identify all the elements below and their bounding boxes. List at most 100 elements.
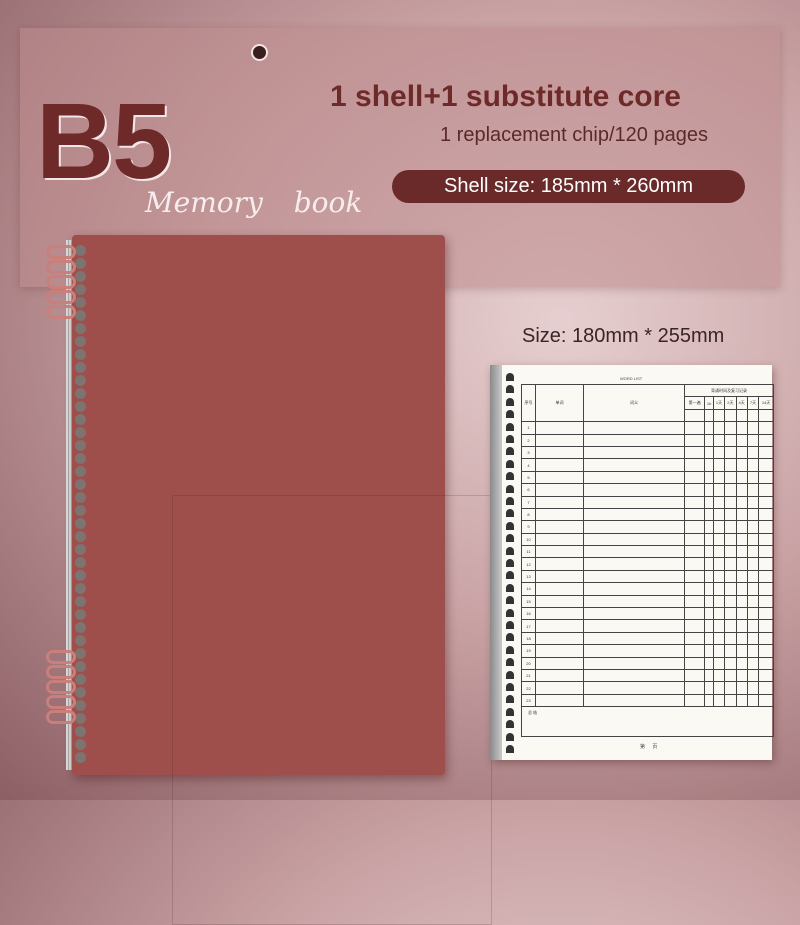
punch-hole — [506, 447, 514, 456]
cover-hole — [75, 687, 86, 698]
cell — [712, 681, 726, 695]
cover-hole — [75, 453, 86, 464]
refill-size-label: Size: 180mm * 255mm — [522, 325, 725, 347]
cell — [712, 594, 726, 609]
interval-blank — [712, 408, 726, 423]
shell-size-badge: Shell size: 185mm * 260mm — [392, 170, 745, 203]
cell — [724, 545, 737, 559]
table-row: 17 — [521, 619, 774, 633]
cell — [704, 520, 714, 534]
table-row: 19 — [521, 644, 774, 658]
cell — [583, 594, 685, 609]
cell — [704, 421, 714, 435]
binder-ring — [46, 305, 76, 319]
cell — [746, 445, 760, 460]
cell — [704, 507, 714, 522]
punch-hole — [506, 459, 514, 468]
cell — [712, 545, 726, 559]
cell — [683, 656, 706, 671]
table-row: 2 — [521, 433, 774, 447]
cell — [746, 607, 760, 621]
cell — [724, 495, 737, 509]
row-number: 23 — [521, 693, 536, 708]
cell — [583, 607, 685, 621]
cell — [683, 532, 706, 547]
cell — [746, 557, 760, 571]
cell — [735, 656, 748, 671]
cell — [683, 545, 706, 559]
cell — [535, 631, 584, 646]
table-row: 13 — [521, 569, 774, 584]
row-number: 16 — [521, 607, 536, 621]
cell — [746, 693, 760, 708]
table-row: 15 — [521, 594, 774, 609]
cell — [583, 458, 685, 472]
cell — [735, 545, 748, 559]
cell — [758, 644, 774, 658]
cell — [735, 507, 748, 522]
cell — [746, 582, 760, 596]
cover-hole — [75, 622, 86, 633]
cell — [535, 668, 584, 683]
binder-ring — [46, 680, 76, 694]
row-number: 12 — [521, 557, 536, 571]
cell — [735, 631, 748, 646]
binder-ring — [46, 245, 76, 259]
cell — [535, 619, 584, 633]
page-number-label: 第 页 — [640, 744, 658, 750]
cell — [735, 470, 748, 485]
table-row: 8 — [521, 507, 774, 522]
cell — [583, 520, 685, 534]
cell — [724, 483, 737, 497]
cell — [712, 421, 726, 435]
cell — [758, 421, 774, 435]
cell — [712, 607, 726, 621]
cell — [712, 569, 726, 584]
cover-hole — [75, 375, 86, 386]
cell — [683, 607, 706, 621]
cover-hole — [75, 492, 86, 503]
title: 1 shell+1 substitute core — [330, 80, 681, 113]
cell — [724, 619, 737, 633]
cell — [724, 520, 737, 534]
cell — [704, 594, 714, 609]
cell — [735, 644, 748, 658]
punch-hole — [506, 695, 514, 704]
interval-header: 1h — [704, 396, 714, 410]
cell — [746, 619, 760, 633]
row-number: 7 — [521, 495, 536, 509]
punch-hole — [506, 534, 514, 543]
interval-blank — [724, 408, 737, 423]
binder-ring — [46, 650, 76, 664]
cell — [583, 495, 685, 509]
cell — [704, 619, 714, 633]
table-row: 20 — [521, 656, 774, 671]
cell — [724, 433, 737, 447]
cell — [535, 470, 584, 485]
cell — [535, 681, 584, 695]
row-number: 19 — [521, 644, 536, 658]
cell — [704, 681, 714, 695]
cell — [735, 483, 748, 497]
punch-hole — [506, 435, 514, 443]
cell — [583, 668, 685, 683]
cell — [583, 656, 685, 671]
cell — [746, 644, 760, 658]
punch-hole — [506, 645, 514, 654]
cell — [712, 507, 726, 522]
cell — [758, 433, 774, 447]
header-no: 序号 — [521, 383, 536, 423]
table-row: 3 — [521, 445, 774, 460]
row-number: 14 — [521, 582, 536, 596]
cover-hole — [75, 479, 86, 490]
binder-ring — [46, 260, 76, 274]
table-row: 12 — [521, 557, 774, 571]
cell — [704, 445, 714, 460]
binder-ring — [46, 275, 76, 289]
cell — [758, 557, 774, 571]
sheet-title: WORD LIST — [620, 376, 643, 381]
row-number: 5 — [521, 470, 536, 485]
cover-hole — [75, 414, 86, 425]
header-meaning: 词义 — [583, 383, 685, 423]
cell — [746, 433, 760, 447]
